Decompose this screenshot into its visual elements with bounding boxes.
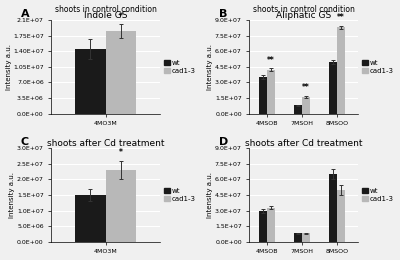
Text: **: ** bbox=[267, 56, 275, 65]
Bar bbox=[294, 105, 302, 114]
Text: B: B bbox=[219, 9, 227, 19]
Text: A: A bbox=[21, 9, 30, 19]
Bar bbox=[329, 62, 337, 114]
Bar bbox=[302, 233, 310, 242]
Bar bbox=[75, 195, 106, 242]
Text: D: D bbox=[219, 137, 228, 147]
Bar bbox=[267, 207, 275, 242]
Text: *: * bbox=[119, 12, 123, 21]
Title: Aliphatic GS: Aliphatic GS bbox=[276, 11, 331, 20]
Bar bbox=[259, 77, 267, 114]
Title: shoots after Cd treatment: shoots after Cd treatment bbox=[245, 139, 362, 148]
Bar bbox=[337, 27, 345, 114]
Bar bbox=[337, 190, 345, 242]
Bar bbox=[329, 174, 337, 242]
Bar bbox=[302, 97, 310, 114]
Legend: wt, cad1-3: wt, cad1-3 bbox=[163, 187, 196, 203]
Text: **: ** bbox=[302, 83, 310, 92]
Text: **: ** bbox=[337, 13, 345, 22]
Y-axis label: Intensity a.u.: Intensity a.u. bbox=[208, 172, 214, 218]
Bar bbox=[75, 49, 106, 114]
Text: C: C bbox=[21, 137, 29, 147]
Legend: wt, cad1-3: wt, cad1-3 bbox=[163, 59, 196, 75]
Legend: wt, cad1-3: wt, cad1-3 bbox=[362, 59, 394, 75]
Bar bbox=[267, 70, 275, 114]
Bar bbox=[106, 31, 136, 114]
Legend: wt, cad1-3: wt, cad1-3 bbox=[362, 187, 394, 203]
Y-axis label: Intensity a.u.: Intensity a.u. bbox=[6, 44, 12, 90]
Bar bbox=[259, 211, 267, 242]
Text: shoots in control condition: shoots in control condition bbox=[253, 5, 355, 14]
Title: Indole GS: Indole GS bbox=[84, 11, 127, 20]
Y-axis label: Intensity a.u.: Intensity a.u. bbox=[10, 172, 16, 218]
Bar bbox=[106, 170, 136, 242]
Text: shoots in control condition: shoots in control condition bbox=[55, 5, 156, 14]
Text: *: * bbox=[119, 148, 123, 157]
Title: shoots after Cd treatment: shoots after Cd treatment bbox=[47, 139, 164, 148]
Y-axis label: Intensity a.u.: Intensity a.u. bbox=[208, 44, 214, 90]
Bar bbox=[294, 233, 302, 242]
